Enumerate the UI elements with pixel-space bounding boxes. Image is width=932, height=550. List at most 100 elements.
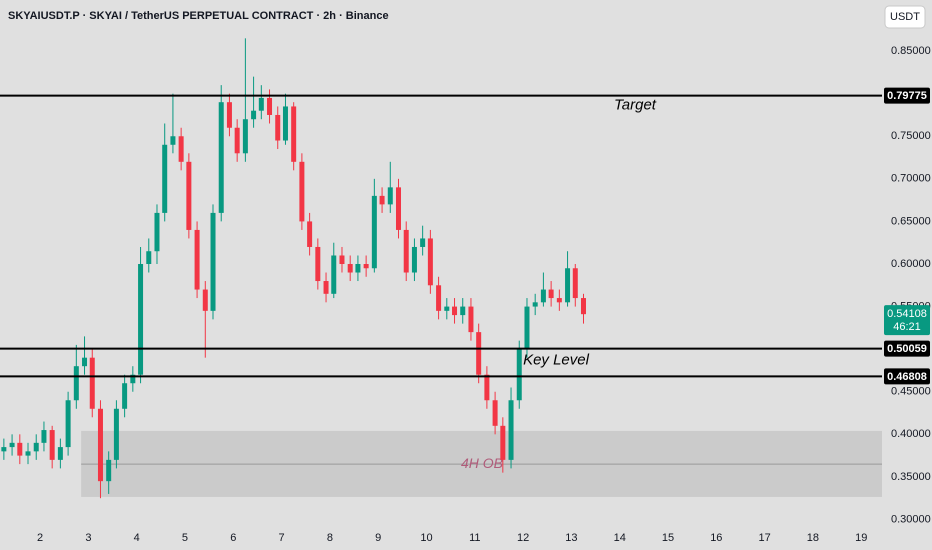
y-tick-label: 0.85000 — [891, 45, 931, 57]
level-label-box — [884, 340, 930, 357]
currency-button[interactable] — [884, 5, 926, 29]
candle-body — [57, 447, 63, 460]
candle-body — [500, 425, 506, 460]
candle-body — [226, 102, 232, 128]
y-tick-label: 0.65000 — [891, 215, 931, 227]
candle-body — [178, 136, 184, 162]
y-tick-label: 0.40000 — [891, 428, 931, 440]
candle-body — [427, 238, 433, 286]
x-tick-label: 2 — [37, 532, 43, 544]
candle-body — [258, 97, 264, 111]
candle-body — [484, 374, 490, 401]
candle-body — [113, 408, 119, 460]
y-tick-label: 0.70000 — [891, 173, 931, 185]
candle-body — [194, 229, 200, 290]
candle-body — [89, 357, 95, 409]
candle-body — [162, 144, 168, 213]
candle-body — [242, 119, 248, 154]
x-tick-label: 6 — [230, 532, 236, 544]
candle-body — [33, 442, 39, 452]
candle-body — [73, 366, 79, 401]
candle-body — [565, 268, 571, 303]
current-price-label: 0.54108 — [887, 308, 927, 320]
level-label-box — [884, 87, 930, 104]
y-tick-label: 0.30000 — [891, 513, 931, 525]
candle-body — [9, 442, 15, 448]
candle-body — [403, 229, 409, 273]
candle-body — [436, 285, 442, 311]
candle-body — [468, 306, 474, 333]
level-note: Key Level — [523, 352, 590, 369]
y-tick-label: 0.60000 — [891, 258, 931, 270]
current-price-box — [884, 305, 930, 336]
x-tick-label: 8 — [327, 532, 333, 544]
candle-body — [347, 264, 353, 273]
candle-body — [210, 212, 216, 311]
x-tick-label: 5 — [182, 532, 188, 544]
candle-body — [476, 332, 482, 375]
candle-body — [41, 430, 47, 443]
candle-body — [540, 289, 546, 303]
candle-body — [49, 430, 55, 460]
candle-body — [170, 136, 176, 145]
x-tick-label: 19 — [855, 532, 867, 544]
x-tick-label: 4 — [134, 532, 140, 544]
x-tick-label: 14 — [614, 532, 626, 544]
candle-body — [516, 349, 522, 401]
candle-body — [146, 251, 152, 264]
candle-body — [532, 302, 538, 307]
candle-body — [97, 408, 103, 482]
x-tick-label: 10 — [420, 532, 432, 544]
candle-body — [452, 306, 458, 316]
candle-body — [315, 246, 321, 282]
candle-body — [572, 268, 578, 299]
candle-body — [580, 298, 586, 315]
zone-label: 4H OB — [461, 455, 503, 471]
candle-body — [251, 110, 257, 120]
candle-body — [444, 306, 450, 311]
level-label: 0.50059 — [887, 343, 927, 355]
y-tick-label: 0.45000 — [891, 386, 931, 398]
candle-body — [524, 306, 530, 350]
level-label-box — [884, 368, 930, 385]
candle-body — [130, 374, 136, 384]
candle-body — [282, 106, 288, 141]
candle-body — [275, 114, 281, 141]
candle-body — [508, 400, 514, 460]
level-label: 0.79775 — [887, 90, 927, 102]
level-note: Target — [614, 97, 657, 114]
x-tick-label: 12 — [517, 532, 529, 544]
x-tick-label: 9 — [375, 532, 381, 544]
candle-body — [339, 255, 345, 264]
x-tick-label: 15 — [662, 532, 674, 544]
countdown-label: 46:21 — [893, 321, 921, 333]
candle-body — [25, 451, 31, 456]
candle-body — [17, 442, 23, 456]
candle-body — [331, 255, 337, 294]
candle-body — [82, 357, 88, 367]
currency-label[interactable]: USDT — [890, 11, 920, 23]
x-tick-label: 11 — [469, 532, 480, 544]
candle-body — [122, 383, 128, 409]
candle-body — [267, 97, 273, 115]
candle-body — [299, 161, 305, 222]
candle-body — [218, 102, 224, 213]
chart-title: SKYAIUSDT.P · SKYAI / TetherUS PERPETUAL… — [8, 10, 389, 22]
candle-body — [186, 161, 192, 230]
candle-body — [395, 187, 401, 230]
candle-body — [65, 400, 71, 448]
candle-body — [420, 238, 426, 247]
y-tick-label: 0.35000 — [891, 471, 931, 483]
candle-body — [387, 187, 393, 205]
candle-body — [202, 289, 208, 311]
x-tick-label: 17 — [759, 532, 771, 544]
x-tick-label: 16 — [710, 532, 722, 544]
candle-body — [460, 306, 466, 316]
level-label: 0.46808 — [887, 371, 927, 383]
candle-body — [371, 195, 377, 269]
candle-body — [492, 400, 498, 426]
candle-body — [363, 264, 369, 269]
candle-body — [106, 459, 112, 482]
candle-body — [548, 289, 554, 299]
